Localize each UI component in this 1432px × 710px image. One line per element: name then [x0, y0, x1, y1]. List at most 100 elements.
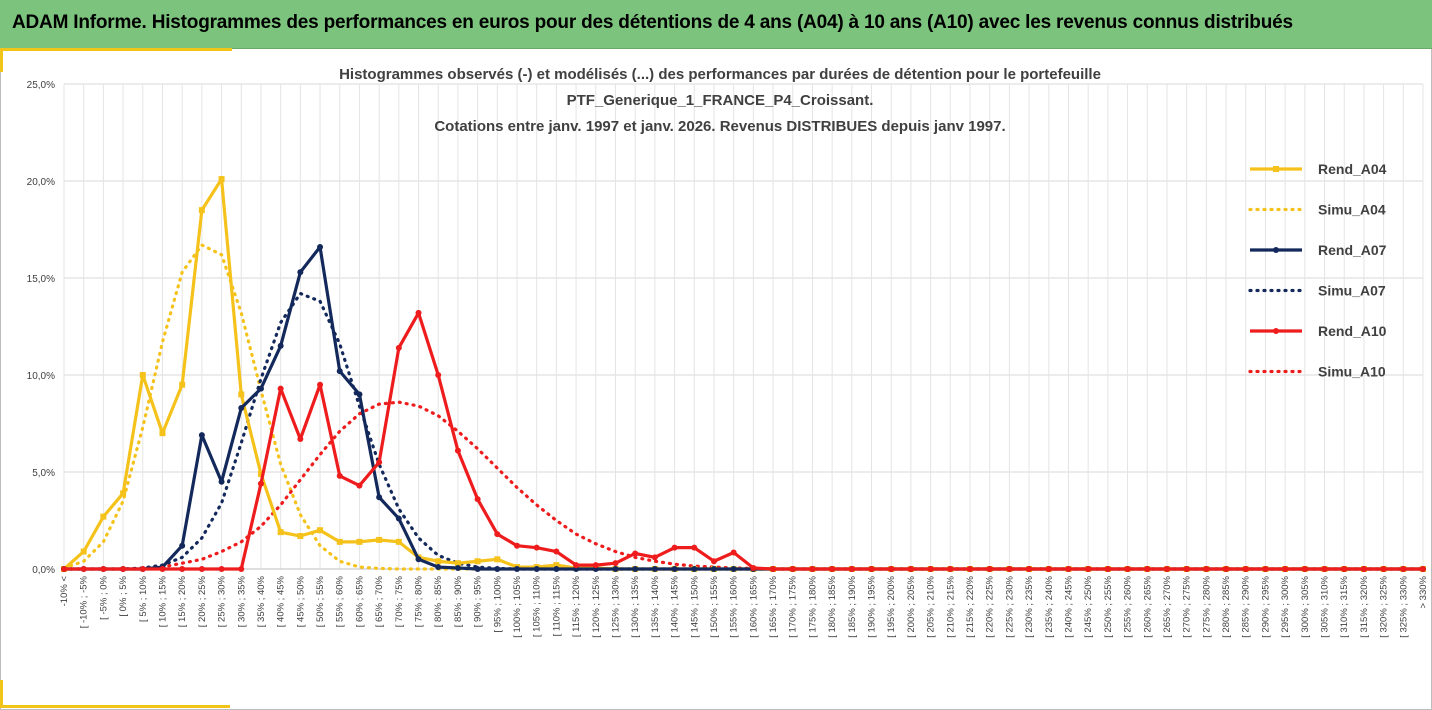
data-point-rend-a10	[218, 566, 225, 572]
data-point-rend-a10	[632, 550, 639, 557]
data-point-rend-a07	[494, 566, 501, 572]
data-point-rend-a07	[710, 566, 717, 572]
data-point-rend-a10	[297, 436, 304, 443]
legend-marker-rend-a10	[1273, 328, 1279, 334]
data-point-rend-a10	[1026, 566, 1033, 572]
data-point-rend-a10	[553, 548, 560, 555]
x-tick-label: [ 85% ; 90%	[453, 575, 464, 627]
data-point-rend-a10	[848, 566, 855, 572]
x-tick-label: [ 125% ; 130%	[610, 575, 621, 637]
x-tick-label: [ 50% ; 55%	[315, 575, 326, 627]
data-point-rend-a10	[868, 566, 875, 572]
x-tick-label: [ 90% ; 95%	[473, 575, 484, 627]
data-point-rend-a07	[454, 565, 461, 572]
data-point-rend-a10	[514, 542, 520, 549]
series-line-rend-a10	[64, 311, 1423, 571]
data-point-rend-a07	[356, 391, 363, 398]
data-point-rend-a10	[1400, 566, 1407, 572]
x-tick-label: [ 0% ; 5%	[118, 575, 129, 616]
data-point-rend-a10	[651, 554, 658, 561]
legend-marker-rend-a07	[1273, 247, 1279, 253]
x-tick-label: [ 325% ; 330%	[1398, 575, 1409, 637]
data-point-rend-a10	[770, 566, 777, 572]
x-tick-label: [ 185% ; 190%	[847, 575, 858, 637]
x-tick-label: [ 120% ; 125%	[591, 575, 602, 637]
chart-title-line-2: PTF_Generique_1_FRANCE_P4_Croissant.	[567, 92, 874, 109]
x-tick-label: > 330%	[1418, 575, 1429, 608]
x-tick-label: [ 285% ; 290%	[1241, 575, 1252, 637]
x-tick-label: [ 240% ; 245%	[1063, 575, 1074, 637]
data-point-rend-a04	[179, 381, 186, 388]
x-tick-label: [ 80% ; 85%	[433, 575, 444, 627]
data-point-rend-a04	[139, 372, 146, 378]
data-point-rend-a10	[829, 566, 836, 572]
series-line-simu-a10	[62, 400, 1425, 571]
data-point-rend-a07	[336, 368, 343, 375]
x-tick-label: [ 265% ; 270%	[1162, 575, 1173, 637]
x-tick-label: [ 115% ; 120%	[571, 575, 582, 637]
accent-bar-top	[0, 48, 232, 51]
data-point-rend-a07	[238, 404, 245, 411]
x-axis-ticks: -10% < [ -10% ; -5% [ -5% ; 0% [ 0% ; 5% [ 5…	[59, 575, 1429, 637]
data-point-rend-a07	[474, 566, 481, 572]
data-point-rend-a04	[159, 430, 166, 437]
x-tick-label: [ 195% ; 200%	[886, 575, 897, 637]
y-tick-label: 25,0%	[27, 80, 55, 91]
x-tick-label: [ 40% ; 45%	[276, 575, 287, 627]
x-tick-label: [ 145% ; 150%	[689, 575, 700, 637]
x-tick-label: [ 150% ; 155%	[709, 575, 720, 637]
x-tick-label: [ 260% ; 265%	[1142, 575, 1153, 637]
x-tick-label: [ 70% ; 75%	[394, 575, 405, 627]
data-point-rend-a07	[730, 566, 737, 572]
data-point-rend-a07	[671, 566, 678, 572]
data-point-rend-a10	[691, 544, 698, 551]
y-tick-label: 10,0%	[27, 371, 55, 382]
series-line-simu-a07	[62, 291, 1425, 571]
data-point-rend-a04	[454, 560, 461, 567]
x-tick-label: [ 25% ; 30%	[217, 575, 228, 627]
data-point-rend-a07	[317, 243, 324, 250]
x-tick-label: [ 135% ; 140%	[650, 575, 661, 637]
data-point-rend-a10	[1301, 566, 1308, 572]
x-tick-label: [ 175% ; 180%	[807, 575, 818, 637]
data-point-rend-a10	[986, 566, 993, 572]
chart-title-line-1: Histogrammes observés (-) et modélisés (…	[339, 66, 1101, 83]
header-banner: ADAM Informe. Histogrammes des performan…	[0, 0, 1432, 49]
y-tick-label: 20,0%	[27, 177, 55, 188]
x-tick-label: [ 270% ; 275%	[1182, 575, 1193, 637]
x-tick-label: [ 60% ; 65%	[354, 575, 365, 627]
data-point-rend-a04	[494, 556, 501, 563]
x-tick-label: [ 95% ; 100%	[492, 575, 503, 632]
legend-label-simu-a10: Simu_A10	[1318, 364, 1386, 380]
x-tick-label: [ 275% ; 280%	[1201, 575, 1212, 637]
x-tick-label: [ 225% ; 230%	[1004, 575, 1015, 637]
data-point-rend-a04	[376, 536, 383, 543]
x-tick-label: [ 130% ; 135%	[630, 575, 641, 637]
data-point-rend-a10	[356, 482, 363, 489]
data-point-rend-a04	[474, 558, 481, 565]
x-tick-label: [ 10% ; 15%	[157, 575, 168, 627]
data-point-rend-a10	[1144, 566, 1151, 572]
x-tick-label: [ 20% ; 25%	[197, 575, 208, 627]
data-point-rend-a07	[415, 556, 422, 563]
data-point-rend-a04	[297, 533, 304, 540]
data-point-rend-a10	[395, 344, 402, 351]
x-tick-label: [ 65% ; 70%	[374, 575, 385, 627]
data-point-rend-a10	[454, 447, 461, 454]
x-tick-label: [ 100% ; 105%	[512, 575, 523, 637]
data-point-rend-a10	[317, 381, 324, 388]
legend-label-rend-a10: Rend_A10	[1318, 323, 1387, 339]
data-point-rend-a04	[435, 558, 442, 565]
data-point-rend-a10	[80, 566, 87, 572]
data-point-rend-a10	[1163, 566, 1170, 572]
x-tick-label: [ 190% ; 195%	[867, 575, 878, 637]
x-tick-label: [ 305% ; 310%	[1320, 575, 1331, 637]
x-tick-label: [ 320% ; 325%	[1379, 575, 1390, 637]
data-point-rend-a10	[494, 531, 501, 538]
data-point-rend-a07	[297, 269, 304, 276]
x-tick-label: [ 165% ; 170%	[768, 575, 779, 637]
data-point-rend-a10	[789, 566, 796, 572]
accent-bar-bottom	[0, 705, 230, 708]
data-point-rend-a10	[1203, 566, 1210, 572]
data-point-rend-a10	[415, 309, 422, 316]
